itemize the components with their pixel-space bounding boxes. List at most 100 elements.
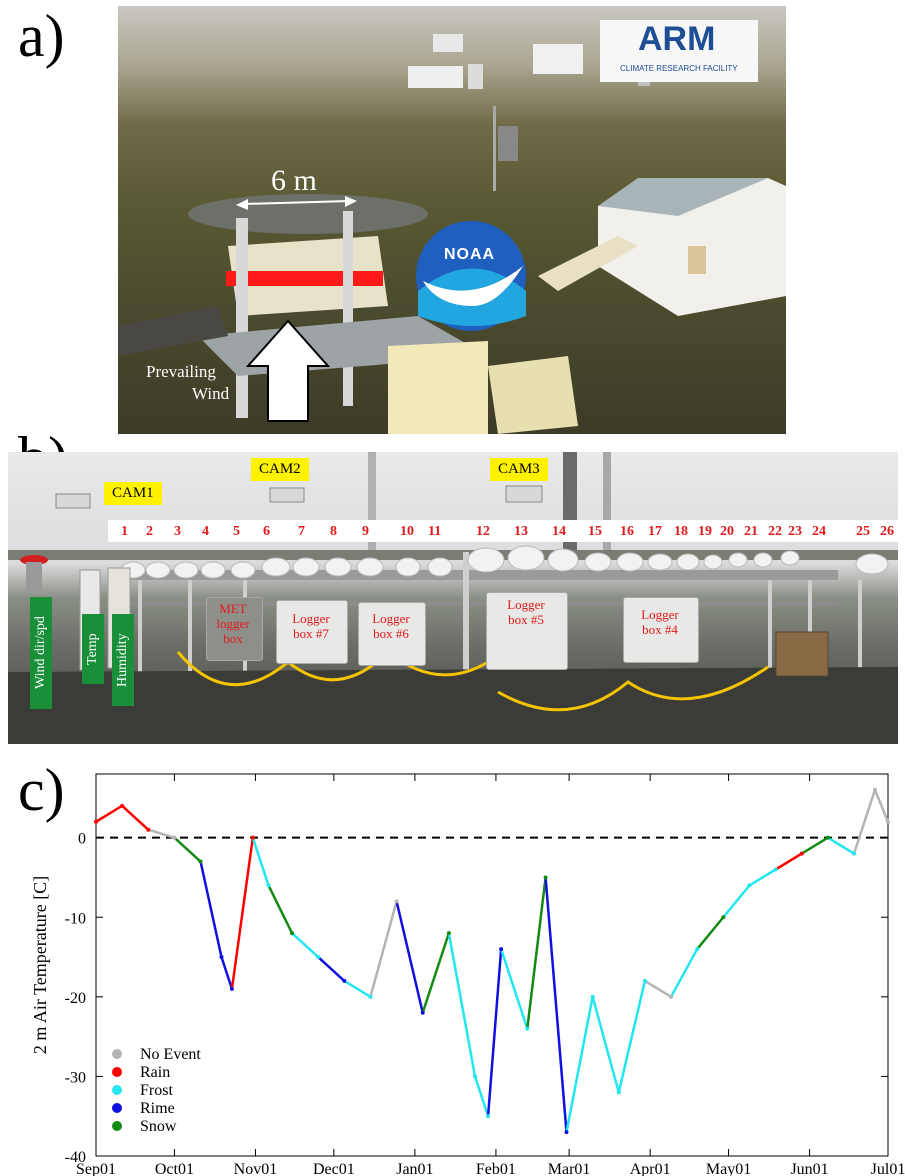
data-point bbox=[229, 986, 234, 991]
data-point bbox=[446, 931, 451, 936]
series-segment bbox=[421, 932, 451, 1014]
logger-box-4 bbox=[623, 597, 699, 663]
logger-box-7 bbox=[276, 600, 348, 664]
series-segment bbox=[499, 948, 529, 1030]
data-point bbox=[120, 803, 125, 808]
legend-marker bbox=[112, 1121, 122, 1131]
logger-box-6-label: Logger box #6 bbox=[372, 611, 410, 641]
series-segment bbox=[395, 901, 424, 1014]
distance-label: 6 m bbox=[271, 164, 317, 197]
series-segment bbox=[722, 884, 751, 919]
xtick-label: Apr01 bbox=[630, 1161, 671, 1176]
legend-marker bbox=[112, 1085, 122, 1095]
logger-box-6 bbox=[358, 602, 426, 666]
series-segment bbox=[447, 932, 477, 1077]
ytick-label: -30 bbox=[65, 1069, 86, 1086]
data-point bbox=[773, 867, 778, 872]
ytick-label: 0 bbox=[78, 831, 86, 848]
data-point bbox=[250, 835, 255, 840]
xtick-label: Nov01 bbox=[234, 1161, 278, 1176]
ytick-label: -10 bbox=[65, 910, 86, 927]
data-point bbox=[219, 955, 224, 960]
legend-marker bbox=[112, 1067, 122, 1077]
sensor-number-14: 14 bbox=[552, 524, 566, 539]
series-segment bbox=[827, 836, 855, 855]
sensor-number-6: 6 bbox=[263, 524, 270, 539]
panel-a-label: a) bbox=[18, 3, 65, 69]
sensor-number-24: 24 bbox=[812, 524, 826, 539]
instrument-rack-photo: MET logger box Logger box #7 Logger box … bbox=[8, 452, 898, 744]
ytick-label: -20 bbox=[65, 990, 86, 1007]
series-segment bbox=[486, 948, 503, 1117]
data-point bbox=[94, 819, 98, 824]
series-segment bbox=[748, 868, 777, 887]
sensor-number-23: 23 bbox=[788, 524, 802, 539]
sensor-number-16: 16 bbox=[620, 524, 634, 539]
series-segment bbox=[317, 956, 346, 982]
data-point bbox=[499, 947, 504, 952]
sensor-number-2: 2 bbox=[146, 524, 153, 539]
arm-logo-text: ARM bbox=[638, 20, 716, 58]
series-segment bbox=[591, 996, 620, 1093]
sensor-number-18: 18 bbox=[674, 524, 688, 539]
sensor-number-17: 17 bbox=[648, 524, 662, 539]
data-point bbox=[172, 835, 177, 840]
xtick-label: Dec01 bbox=[313, 1161, 355, 1176]
sensor-number-strip bbox=[108, 520, 898, 542]
sensor-number-5: 5 bbox=[233, 524, 240, 539]
data-point bbox=[799, 851, 804, 856]
logger-box-4-label: Logger box #4 bbox=[641, 607, 679, 637]
data-point bbox=[146, 827, 151, 832]
data-point bbox=[543, 875, 548, 880]
wind-label-line2: Wind bbox=[192, 384, 230, 403]
data-point bbox=[564, 1130, 569, 1135]
sensor-number-12: 12 bbox=[476, 524, 490, 539]
met-logger-box-label: MET logger box bbox=[216, 601, 250, 646]
wind-label-line1: Prevailing bbox=[146, 362, 216, 381]
series-segment bbox=[173, 836, 202, 863]
series-segment bbox=[873, 789, 890, 823]
series-segment bbox=[121, 804, 150, 831]
data-point bbox=[852, 851, 857, 856]
tag-humidity: Humidity bbox=[112, 614, 134, 706]
tag-wind: Wind dir/spd bbox=[30, 597, 52, 709]
data-point bbox=[525, 1026, 530, 1031]
legend-label: Frost bbox=[140, 1082, 173, 1099]
data-point bbox=[872, 787, 877, 792]
series-segment bbox=[369, 901, 398, 998]
legend-label: Rain bbox=[140, 1064, 170, 1081]
sensor-number-15: 15 bbox=[588, 524, 602, 539]
sensor-number-26: 26 bbox=[880, 524, 894, 539]
series-segment bbox=[801, 836, 829, 855]
series-segment bbox=[565, 996, 594, 1133]
series-segment bbox=[774, 852, 803, 871]
noaa-logo-text: NOAA bbox=[444, 246, 496, 263]
data-point bbox=[473, 1074, 478, 1079]
arm-logo-subtext: CLIMATE RESEARCH FACILITY bbox=[620, 64, 738, 73]
tag-temp: Temp bbox=[82, 614, 104, 684]
data-point bbox=[747, 883, 752, 888]
sensor-number-11: 11 bbox=[428, 524, 442, 539]
series-segment bbox=[199, 861, 223, 958]
data-point bbox=[290, 931, 295, 936]
xtick-label: Jul01 bbox=[871, 1161, 905, 1176]
logger-box-5 bbox=[486, 592, 568, 670]
data-point bbox=[394, 899, 399, 904]
sensor-number-7: 7 bbox=[298, 524, 305, 539]
legend-marker bbox=[112, 1049, 122, 1059]
sensor-number-20: 20 bbox=[720, 524, 734, 539]
series-segment bbox=[696, 916, 725, 950]
cam2-label: CAM2 bbox=[251, 458, 309, 481]
sensor-number-13: 13 bbox=[514, 524, 528, 539]
cam1-label: CAM1 bbox=[104, 482, 162, 505]
legend-label: No Event bbox=[140, 1046, 201, 1063]
sensor-number-1: 1 bbox=[121, 524, 128, 539]
sensor-number-8: 8 bbox=[330, 524, 337, 539]
series-segment bbox=[230, 837, 255, 990]
series-segment bbox=[617, 980, 647, 1093]
series-segment bbox=[669, 948, 699, 998]
data-point bbox=[368, 994, 373, 999]
logger-box-5-label: Logger box #5 bbox=[507, 597, 545, 627]
xtick-label: Oct01 bbox=[155, 1161, 194, 1176]
data-point bbox=[825, 835, 830, 840]
